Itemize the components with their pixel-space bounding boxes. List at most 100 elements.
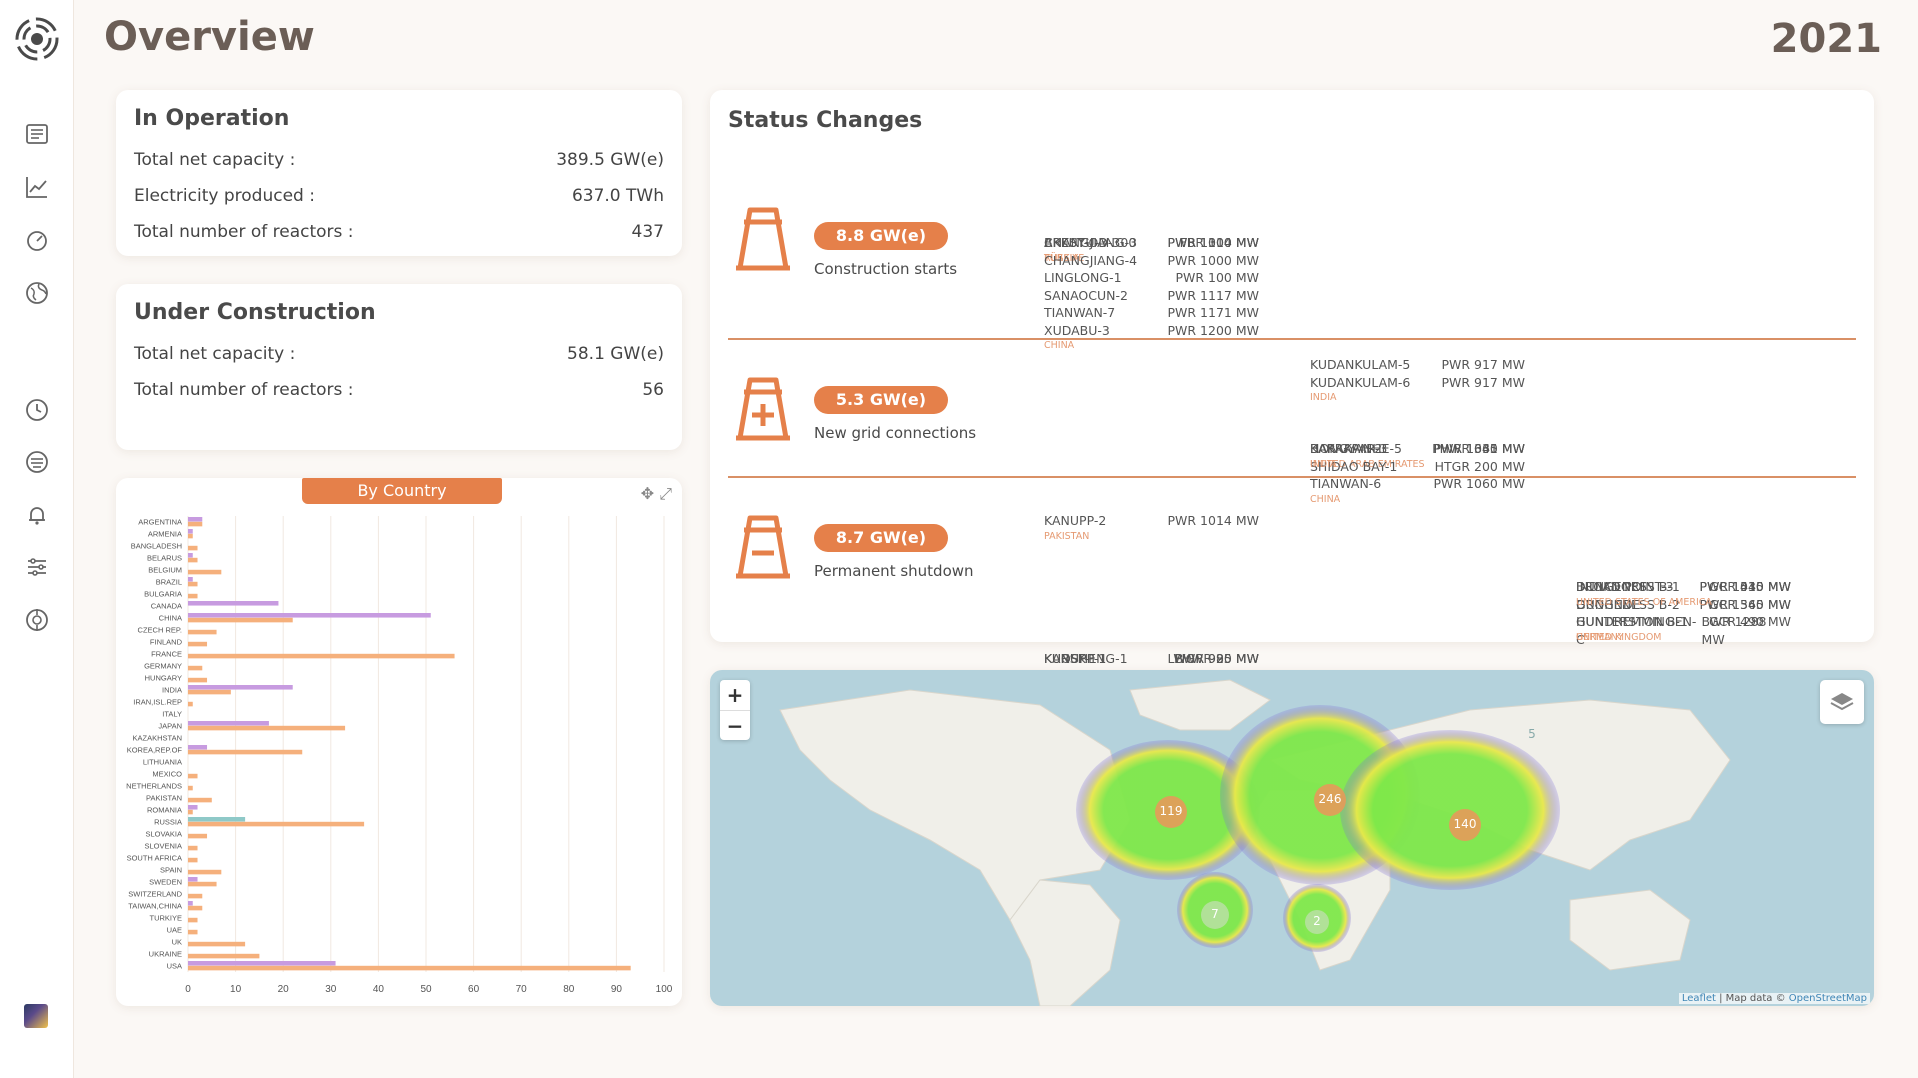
reactor-capacity: PWR 917 MW [1441, 357, 1525, 372]
reactor-row[interactable]: KAKRAPAR-3 PHWR 630 MW [1310, 440, 1525, 458]
bar [188, 917, 198, 923]
reactor-name: TIANWAN-6 [1310, 476, 1382, 491]
reactor-row[interactable]: KANUPP-1 PHWR 90 MW [1044, 650, 1259, 668]
y-tick-label: ROMANIA [147, 805, 182, 814]
y-tick-label: SWEDEN [149, 877, 182, 886]
bar [188, 941, 246, 947]
divider [728, 338, 1856, 340]
bar [188, 685, 293, 690]
history-icon[interactable] [23, 396, 51, 424]
reactor-name: XUDABU-3 [1044, 322, 1110, 338]
reactor-group: BARAKAH-2 PWR 1345 MW UNITED ARAB EMIRATES [1310, 440, 1525, 471]
reactor-capacity: PWR 1061 MW [1433, 441, 1526, 456]
y-tick-label: FRANCE [151, 649, 182, 658]
reactor-row[interactable]: GROHNDE PWR 1360 MW [1576, 596, 1791, 614]
move-icon[interactable]: ✥ [640, 484, 655, 503]
y-tick-label: BANGLADESH [131, 541, 182, 550]
capacity-pill: 8.8 GW(e) [814, 222, 948, 250]
reactor-row[interactable]: KUOSHENG-1 BWR 985 MW [1044, 650, 1259, 668]
filter-sliders-icon[interactable] [23, 553, 51, 581]
logo-icon[interactable] [14, 16, 60, 62]
reactor-row[interactable]: INDIAN POINT-3 PWR 1030 MW [1576, 578, 1791, 596]
reactor-row[interactable]: SANAOCUN-2 PWR 1117 MW [1044, 287, 1259, 305]
bar [188, 613, 431, 618]
reactor-plus-icon [736, 377, 790, 441]
cluster-marker [1314, 784, 1346, 816]
x-tick-label: 90 [611, 984, 623, 995]
reactor-row[interactable]: HONGYANHE-5 PWR 1061 MW [1310, 440, 1525, 458]
reactor-name: DUNGENESS B-2 [1576, 596, 1680, 612]
cluster-count[interactable]: 246 [1318, 792, 1342, 806]
construction-starts-section: 8.8 GW(e) Construction starts [728, 202, 1856, 282]
osm-link[interactable]: OpenStreetMap [1788, 993, 1867, 1004]
layers-icon[interactable] [1820, 680, 1864, 724]
reactor-row[interactable]: TIANWAN-6 PWR 1060 MW [1310, 475, 1525, 493]
reactor-row[interactable]: HUNTERSTON B-1 GCR 490 MW [1576, 613, 1791, 631]
zoom-out-button[interactable]: − [720, 710, 750, 740]
globe-icon[interactable] [23, 279, 51, 307]
reactor-row[interactable]: AKKUYU-3 PWR 1114 MW [1044, 234, 1259, 252]
bar [188, 629, 217, 635]
by-country-tab[interactable]: By Country [302, 478, 502, 504]
reactor-row[interactable]: CHANGJIANG-4 PWR 1000 MW [1044, 252, 1259, 270]
news-icon[interactable] [23, 120, 51, 148]
reactor-row[interactable]: KANUPP-2 PWR 1014 MW [1044, 512, 1259, 530]
trend-chart-icon[interactable] [23, 173, 51, 201]
reactor-capacity: PWR 1014 MW [1167, 513, 1260, 528]
bar [188, 809, 193, 815]
y-tick-label: KAZAKHSTAN [133, 733, 182, 742]
reactor-capacity: PWR 1000 MW [1167, 235, 1260, 250]
bell-icon[interactable] [23, 501, 51, 529]
reactor-row[interactable]: DUNGENESS B-1 GCR 545 MW [1576, 578, 1791, 596]
target-icon[interactable] [23, 606, 51, 634]
reactor-row[interactable]: SHIDAO BAY-1 HTGR 200 MW [1310, 458, 1525, 476]
reactor-row[interactable]: CHANGJIANG-3 PWR 1000 MW [1044, 234, 1259, 252]
reactor-name: BROKDORF [1576, 579, 1647, 594]
y-tick-label: GERMANY [144, 661, 182, 670]
y-tick-label: IRAN,ISL.REP [133, 697, 182, 706]
reactor-row[interactable]: BARAKAH-2 PWR 1345 MW [1310, 440, 1525, 458]
world-map[interactable]: 119 246 140 7 2 5 + − Leaflet | Map data… [710, 670, 1874, 1006]
reactor-name: KAKRAPAR-3 [1310, 441, 1388, 456]
reactor-row[interactable]: DUNGENESS B-2 GCR 545 MW [1576, 596, 1791, 614]
avatar[interactable] [24, 1004, 48, 1028]
sidebar [0, 0, 74, 1078]
reactor-capacity: FBR 300 MW [1179, 235, 1259, 250]
reactor-name: KUDANKULAM-5 [1310, 357, 1411, 372]
stat-row: Total net capacity : 389.5 GW(e) [134, 150, 664, 170]
reactor-row[interactable]: BROKDORF PWR 1410 MW [1576, 578, 1791, 596]
reactor-capacity: BWR 1288 MW [1701, 614, 1767, 647]
stat-label: Total net capacity : [134, 150, 296, 170]
y-tick-label: ARMENIA [148, 529, 182, 538]
cluster-count[interactable]: 119 [1159, 804, 1183, 818]
zoom-in-button[interactable]: + [726, 683, 744, 707]
reactor-row[interactable]: XUDABU-3 PWR 1200 MW [1044, 322, 1259, 340]
bar [188, 881, 217, 887]
zoom-control: + − [720, 680, 750, 740]
reactor-row[interactable]: KUDANKULAM-5 PWR 917 MW [1310, 356, 1525, 374]
y-tick-label: INDIA [162, 685, 182, 694]
cluster-count[interactable]: 5 [1528, 727, 1536, 741]
cluster-count[interactable]: 7 [1211, 907, 1219, 921]
reactor-row[interactable]: BREST-OD-300 FBR 300 MW [1044, 234, 1259, 252]
section-label: Construction starts [814, 260, 958, 278]
reactor-capacity: GCR 490 MW [1708, 614, 1791, 629]
cluster-count[interactable]: 2 [1313, 914, 1321, 928]
reactor-row[interactable]: LINGLONG-1 PWR 100 MW [1044, 269, 1259, 287]
reactor-row[interactable]: TIANWAN-7 PWR 1171 MW [1044, 304, 1259, 322]
reactor-group: BROKDORF PWR 1410 MW GROHNDE PWR 1360 MW GUN… [1576, 578, 1791, 647]
y-tick-label: CANADA [151, 601, 182, 610]
reactor-row[interactable]: KUDANKULAM-6 PWR 917 MW [1310, 374, 1525, 392]
reactor-row[interactable]: KURSK-1 LWGR 925 MW [1044, 650, 1259, 668]
y-tick-label: TURKIYE [149, 913, 182, 922]
expand-icon[interactable]: ⤢ [659, 484, 672, 503]
bar [188, 557, 198, 563]
reactor-row[interactable]: GUNDREMMINGEN-C BWR 1288 MW [1576, 613, 1791, 647]
cluster-count[interactable]: 140 [1453, 817, 1477, 831]
reactor-capacity: BWR 985 MW [1174, 651, 1259, 666]
stack-icon[interactable] [23, 448, 51, 476]
stat-label: Total number of reactors : [134, 222, 354, 242]
leaflet-link[interactable]: Leaflet [1681, 993, 1716, 1004]
gauge-icon[interactable] [23, 226, 51, 254]
reactor-name: KANUPP-1 [1044, 651, 1107, 666]
